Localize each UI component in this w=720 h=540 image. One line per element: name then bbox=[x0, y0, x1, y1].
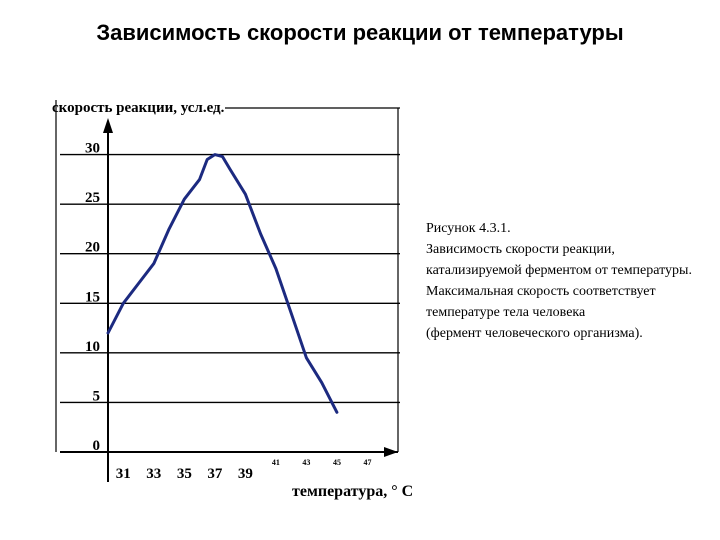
grid-lines bbox=[55, 100, 400, 452]
x-tick-label: 45 bbox=[333, 458, 341, 467]
y-axis-label: скорость реакции, усл.ед. bbox=[52, 100, 225, 116]
x-axis-label: температура, ° С bbox=[292, 483, 413, 500]
y-axis-arrow bbox=[103, 118, 113, 133]
y-tick-label: 20 bbox=[85, 240, 100, 256]
caption-line: Рисунок 4.3.1. bbox=[426, 221, 511, 236]
y-tick-label: 10 bbox=[85, 339, 100, 355]
caption-line: Зависимость скорости реакции, bbox=[426, 242, 615, 257]
caption-line: температуре тела человека bbox=[426, 305, 586, 320]
y-tick-label: 25 bbox=[85, 190, 100, 206]
x-tick-label: 37 bbox=[207, 466, 223, 482]
x-tick-label: 39 bbox=[238, 466, 253, 482]
y-tick-label: 5 bbox=[93, 388, 101, 404]
axes bbox=[60, 118, 398, 482]
x-tick-label: 41 bbox=[272, 458, 280, 467]
figure-caption: Рисунок 4.3.1. Зависимость скорости реак… bbox=[426, 218, 706, 344]
tick-labels: 0 5 10 15 20 25 30 31 33 35 37 39 41 43 45 47 bbox=[85, 141, 371, 482]
y-tick-label: 15 bbox=[85, 289, 100, 305]
caption-line: Максимальная скорость соответствует bbox=[426, 284, 656, 299]
y-tick-label: 30 bbox=[85, 141, 100, 157]
x-tick-label: 47 bbox=[363, 458, 371, 467]
caption-line: катализируемой ферментом от температуры. bbox=[426, 263, 692, 278]
x-tick-label: 43 bbox=[302, 458, 310, 467]
slide-title: Зависимость скорости реакции от температ… bbox=[96, 20, 624, 45]
x-axis-arrow bbox=[384, 447, 398, 457]
y-tick-label: 0 bbox=[93, 438, 101, 454]
x-tick-label: 31 bbox=[116, 466, 131, 482]
caption-line: (фермент человеческого организма). bbox=[426, 326, 643, 341]
series-line-layer bbox=[106, 153, 339, 414]
x-tick-label: 33 bbox=[146, 466, 161, 482]
series-line bbox=[106, 153, 339, 414]
x-tick-label: 35 bbox=[177, 466, 192, 482]
